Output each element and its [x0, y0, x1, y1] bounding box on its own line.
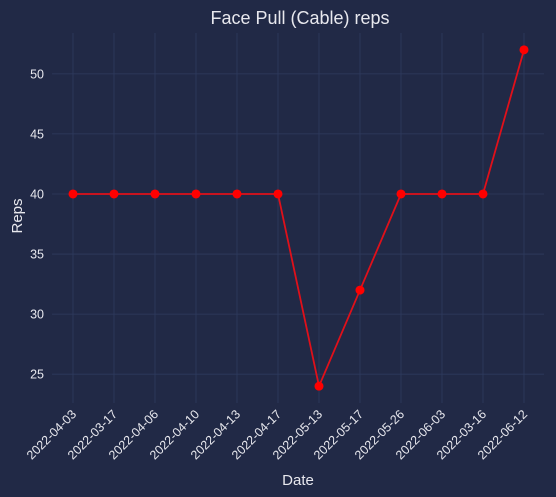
- y-tick-label: 25: [30, 368, 44, 382]
- data-point: [150, 189, 160, 199]
- data-point: [314, 381, 324, 391]
- data-series: [68, 45, 529, 391]
- data-point: [232, 189, 242, 199]
- data-point: [396, 189, 406, 199]
- y-tick-label: 30: [30, 308, 44, 322]
- data-point: [68, 189, 78, 199]
- y-tick-label: 50: [30, 67, 44, 81]
- x-gridlines: [72, 33, 525, 403]
- data-point: [273, 189, 283, 199]
- series-line: [73, 49, 525, 388]
- data-point: [437, 189, 447, 199]
- x-tick-labels: 2022-04-032022-03-172022-04-062022-04-10…: [24, 407, 530, 462]
- data-point: [191, 189, 201, 199]
- x-axis-label: Date: [282, 472, 314, 489]
- data-point: [355, 285, 365, 295]
- y-axis-label: Reps: [9, 198, 26, 233]
- y-tick-label: 40: [30, 187, 44, 201]
- data-point: [109, 189, 119, 199]
- data-point: [478, 189, 488, 199]
- chart-title: Face Pull (Cable) reps: [210, 8, 389, 28]
- y-gridlines: [52, 73, 544, 375]
- y-tick-label: 45: [30, 127, 44, 141]
- y-tick-labels: 25 30 35 40 45 50: [30, 67, 44, 381]
- y-tick-label: 35: [30, 248, 44, 262]
- data-point: [519, 45, 529, 55]
